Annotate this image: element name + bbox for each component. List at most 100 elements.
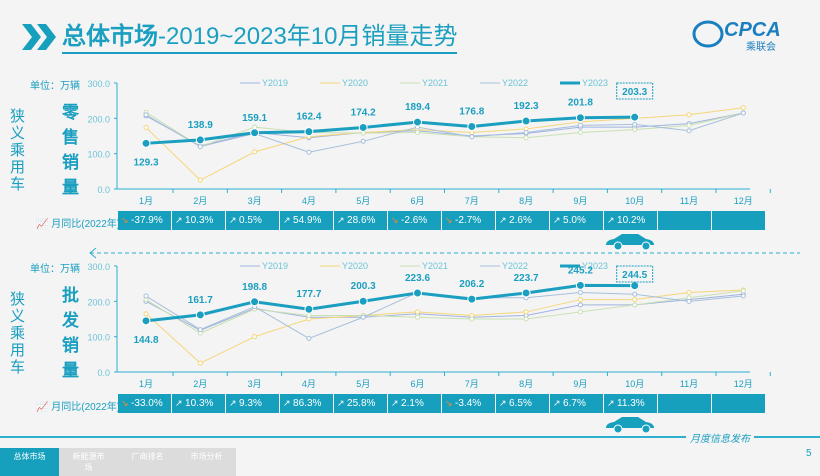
- series-line-Y2020: [145, 289, 744, 364]
- svg-text:CPCA: CPCA: [724, 19, 781, 41]
- data-point-Y2022: [306, 335, 312, 341]
- y-tick-label: 0.0: [97, 368, 110, 378]
- yoy-cell: [658, 394, 711, 413]
- trend-down-icon: ↘: [391, 215, 402, 225]
- x-tick-label: 7月: [465, 196, 479, 206]
- tab-overall-market[interactable]: 总体市场: [0, 448, 59, 476]
- x-tick-label: 8月: [519, 196, 533, 206]
- data-point-Y2020: [686, 112, 692, 118]
- data-point-Y2021: [632, 127, 638, 133]
- data-point-Y2022: [632, 121, 638, 127]
- yoy-cell: [658, 211, 711, 230]
- data-point-Y2021: [577, 129, 583, 135]
- x-tick-label: 1月: [139, 196, 153, 206]
- yoy-value: 6.7%: [563, 398, 586, 409]
- yoy-value: 11.3%: [617, 398, 645, 409]
- yoy-cell: ↘ -3.4%: [442, 394, 495, 413]
- tab-market-analysis[interactable]: 市场分析: [177, 448, 236, 476]
- yoy-cell: ↗ 2.6%: [496, 211, 549, 230]
- data-point-Y2021: [469, 316, 475, 322]
- tab-nev-market[interactable]: 新能源市场: [59, 448, 118, 476]
- legend-label: Y2022: [502, 78, 528, 88]
- car-icon: [606, 234, 654, 251]
- data-point-Y2023: [250, 128, 260, 138]
- data-point-Y2020: [686, 290, 692, 295]
- yoy-cell: ↗ 9.3%: [226, 394, 279, 413]
- series-line-Y2020: [145, 107, 744, 181]
- data-point-Y2023: [467, 294, 477, 304]
- y-tick-label: 100.0: [87, 150, 110, 160]
- yoy-value: -2.6%: [401, 215, 428, 226]
- x-tick-label: 4月: [302, 196, 316, 206]
- yoy-cell: ↘ -33.0%: [118, 394, 171, 413]
- trend-up-icon: ↗: [391, 398, 402, 408]
- yoy-value: -33.0%: [131, 398, 163, 409]
- yoy-cell: ↗ 25.8%: [334, 394, 387, 413]
- yoy-cell: [712, 211, 765, 230]
- x-tick-label: 5月: [356, 379, 370, 389]
- yoy-cell: ↗ 11.3%: [604, 394, 657, 413]
- data-point-Y2023: [521, 288, 531, 298]
- footer-slogan: 月度信息发布: [686, 430, 754, 445]
- data-point-Y2023: [195, 135, 205, 145]
- data-point-Y2020: [632, 297, 638, 303]
- data-point-Y2021: [686, 122, 692, 128]
- chart-subtitle: 零售销量: [59, 103, 78, 203]
- yoy-value: 54.9%: [293, 215, 322, 226]
- x-tick-label: 3月: [248, 196, 262, 206]
- line-chart: 0.0 100.0 200.0 300.0 1月 2月 3月 4月 5月 6月 7月 8月 9月 10月 1…: [87, 261, 771, 389]
- data-point-Y2021: [632, 302, 638, 308]
- data-point-Y2023: [413, 117, 422, 127]
- yoy-value: 10.3%: [185, 215, 214, 226]
- x-tick-label: 4月: [302, 379, 316, 389]
- yoy-label: 📈 月同比(2022年): [36, 219, 121, 230]
- yoy-cell: ↘ -37.9%: [118, 211, 171, 230]
- y-tick-label: 200.0: [87, 297, 110, 307]
- tab-maker-ranking[interactable]: 厂商排名: [118, 448, 177, 476]
- yoy-cell: ↗ 10.3%: [172, 394, 225, 413]
- series-line-Y2019: [145, 112, 744, 147]
- x-tick-label: 10月: [625, 196, 644, 206]
- yoy-value: 86.3%: [293, 398, 322, 409]
- data-point-Y2022: [577, 290, 583, 295]
- data-point-Y2019: [577, 302, 583, 308]
- yoy-label: 📈 月同比(2022年): [36, 402, 121, 413]
- yoy-value: 2.6%: [509, 215, 532, 226]
- trend-up-icon: ↗: [175, 215, 186, 225]
- svg-text:乘联会: 乘联会: [746, 40, 776, 53]
- yoy-value: 10.3%: [185, 398, 214, 409]
- data-label: 244.5: [622, 270, 647, 281]
- data-label: 176.8: [459, 107, 484, 118]
- series-line-Y2019: [145, 293, 744, 331]
- data-point-Y2022: [740, 293, 746, 299]
- data-point-Y2021: [415, 314, 420, 320]
- data-point-Y2023: [141, 316, 151, 326]
- chevron-icon: [22, 24, 56, 50]
- yoy-cell: ↗ 10.3%: [172, 211, 225, 230]
- data-label: 198.8: [242, 282, 267, 293]
- page-number: 5: [806, 448, 812, 459]
- data-point-Y2023: [304, 304, 314, 314]
- yoy-cell: ↘ -2.7%: [442, 211, 495, 230]
- data-point-Y2023: [250, 297, 260, 307]
- yoy-row: ↘ -37.9% ↗ 10.3% ↗ 0.5% ↗ 54.9% ↗ 28.6% ↘ -2.…: [118, 211, 766, 230]
- trend-up-icon: ↗: [607, 215, 618, 225]
- data-point-Y2020: [252, 149, 258, 155]
- data-point-Y2022: [143, 293, 149, 299]
- data-point-Y2022: [740, 110, 746, 116]
- data-point-Y2023: [141, 138, 151, 148]
- line-chart: 0.0 100.0 200.0 300.0 1月 2月 3月 4月 5月 6月 7月 8月 9月 10月 1…: [87, 78, 771, 206]
- data-label: 177.7: [296, 289, 321, 300]
- legend-label: Y2022: [502, 261, 528, 271]
- legend-label: Y2020: [342, 78, 368, 88]
- x-tick-label: 6月: [410, 379, 424, 389]
- trend-up-icon: ↗: [229, 398, 240, 408]
- x-tick-label: 9月: [573, 196, 587, 206]
- trend-up-icon: ↗: [337, 215, 348, 225]
- trend-up-icon: ↗: [229, 215, 240, 225]
- y-tick-label: 300.0: [87, 262, 110, 272]
- data-point-Y2022: [632, 291, 638, 297]
- x-tick-label: 6月: [410, 196, 424, 206]
- data-point-Y2023: [304, 127, 314, 137]
- category-label: 狭义乘用车: [8, 108, 25, 193]
